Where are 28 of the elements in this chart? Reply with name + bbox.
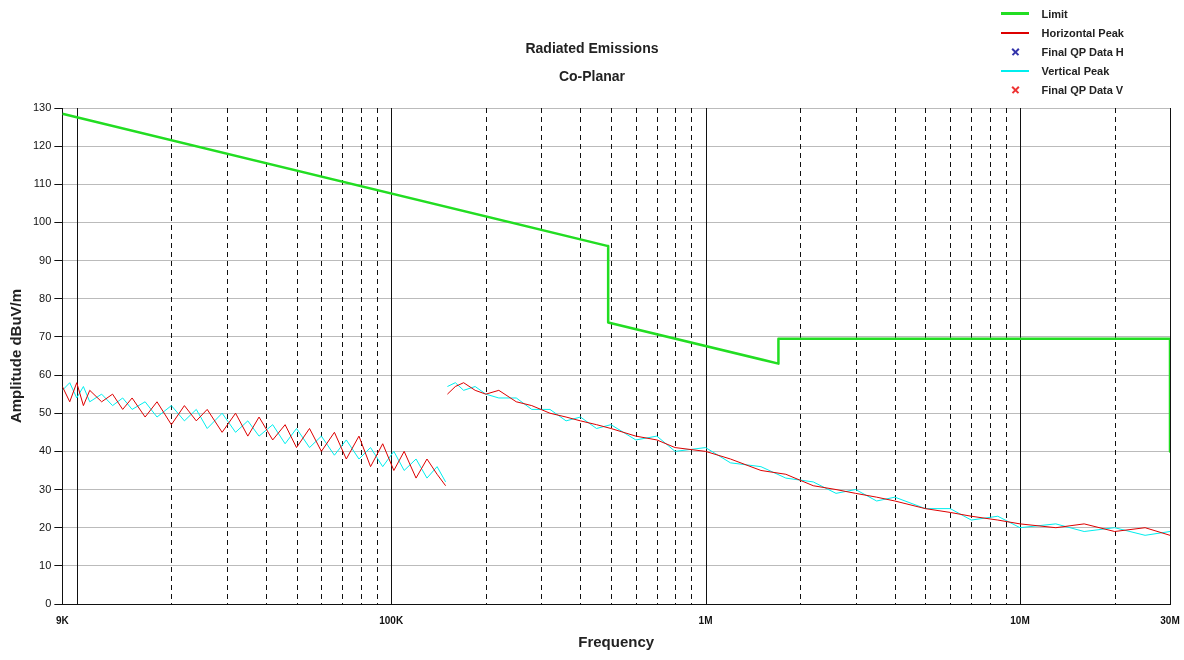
y-tick-label: 110 [33, 177, 52, 190]
legend-label: Final QP Data V [1041, 83, 1124, 96]
y-tick-label: 70 [39, 329, 52, 342]
y-tick-label: 60 [39, 368, 52, 381]
chart-subtitle: Co-Planar [558, 68, 626, 84]
x-tick-label: 100K [379, 614, 404, 626]
x-tick-label: 10M [1010, 614, 1030, 626]
legend-label: Vertical Peak [1041, 64, 1110, 77]
y-tick-label: 130 [32, 101, 52, 114]
y-tick-label: 100 [32, 215, 52, 228]
legend-label: Final QP Data H [1041, 45, 1124, 58]
y-tick-label: 30 [39, 482, 52, 495]
x-tick-label: 9K [55, 614, 70, 626]
y-tick-label: 120 [32, 139, 52, 152]
legend-label: Horizontal Peak [1041, 26, 1124, 39]
y-tick-label: 80 [39, 291, 52, 304]
y-tick-label: 20 [39, 520, 52, 533]
y-tick-label: 0 [45, 597, 52, 610]
x-tick-label: 30M [1160, 614, 1180, 626]
legend-label: Limit [1041, 7, 1068, 20]
y-tick-label: 90 [39, 253, 52, 266]
y-axis-title: Amplitude dBuV/m [7, 288, 25, 424]
y-tick-label: 40 [39, 444, 52, 457]
y-tick-label: 10 [39, 558, 52, 571]
x-tick-label: 1M [698, 614, 713, 626]
x-axis-title: Frequency [578, 633, 655, 651]
chart-title: Radiated Emissions [525, 40, 659, 56]
y-tick-label: 50 [39, 406, 52, 419]
